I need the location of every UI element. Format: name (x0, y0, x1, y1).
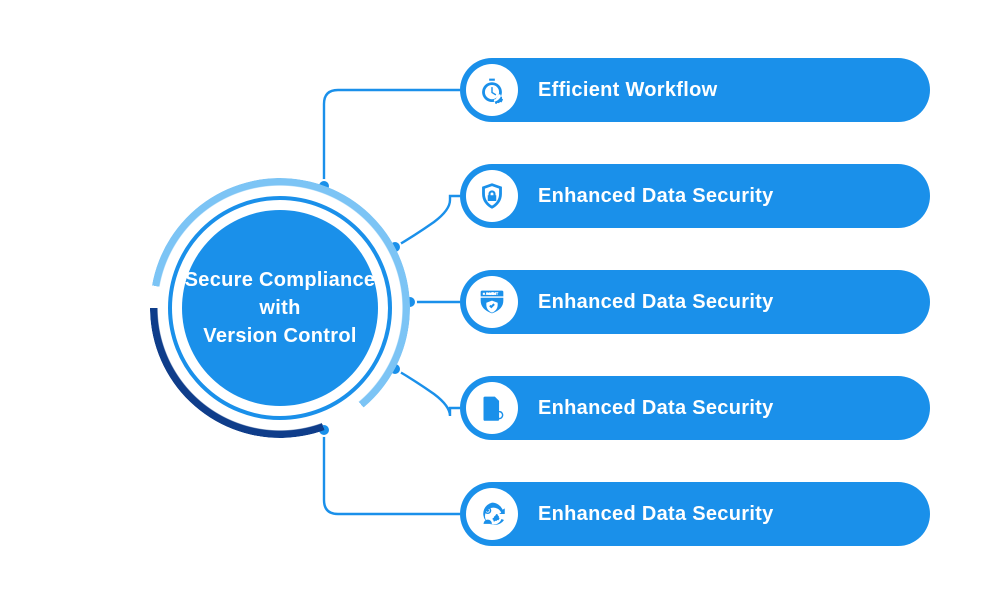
center-hub: Secure Compliance with Version Control (150, 178, 410, 438)
feature-label-4: Enhanced Data Security (538, 503, 774, 526)
shield-lock-icon (466, 170, 518, 222)
connector-line-4 (324, 430, 460, 514)
feature-pill-3: Enhanced Data Security (460, 376, 930, 440)
audit-shield-icon: AUDIT (466, 276, 518, 328)
center-title-line3: Version Control (203, 325, 356, 347)
center-title: Secure Compliance with Version Control (185, 266, 376, 350)
feature-label-3: Enhanced Data Security (538, 397, 774, 420)
feature-pill-1: Enhanced Data Security (460, 164, 930, 228)
stopwatch-gear-icon (466, 64, 518, 116)
checklist-search-icon (466, 382, 518, 434)
diagram-stage: Secure Compliance with Version Control E… (0, 0, 1000, 615)
svg-text:AUDIT: AUDIT (486, 291, 499, 296)
center-title-line1: Secure Compliance (185, 269, 376, 291)
feature-label-0: Efficient Workflow (538, 79, 717, 102)
feature-pill-0: Efficient Workflow (460, 58, 930, 122)
connector-line-0 (324, 90, 460, 186)
center-circle: Secure Compliance with Version Control (182, 210, 378, 406)
feature-pill-4: Enhanced Data Security (460, 482, 930, 546)
feature-pill-2: AUDIT Enhanced Data Security (460, 270, 930, 334)
center-title-line2: with (259, 297, 300, 319)
feature-label-2: Enhanced Data Security (538, 291, 774, 314)
money-cycle-icon (466, 488, 518, 540)
feature-label-1: Enhanced Data Security (538, 185, 774, 208)
